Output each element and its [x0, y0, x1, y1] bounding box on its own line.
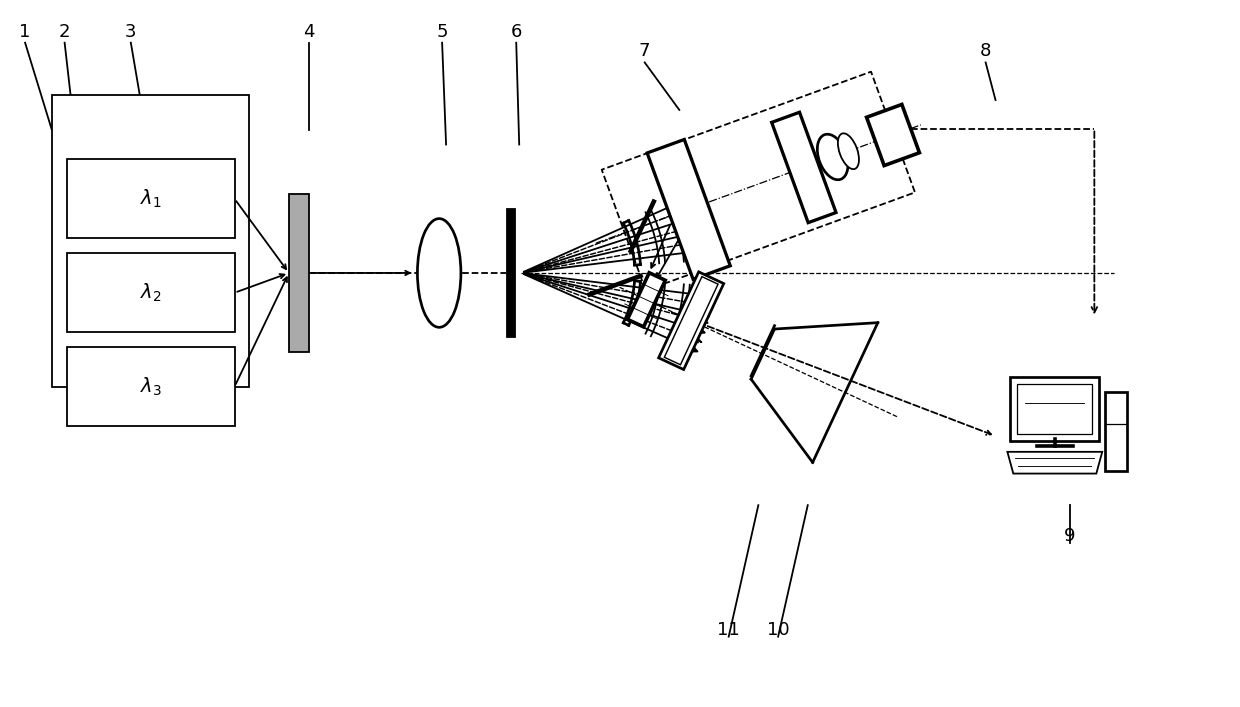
- Polygon shape: [647, 139, 730, 279]
- Polygon shape: [658, 272, 724, 370]
- Polygon shape: [662, 147, 715, 271]
- Bar: [289, 194, 309, 352]
- Text: 1: 1: [20, 23, 31, 41]
- Bar: [1017, 384, 1092, 434]
- Text: $\lambda_1$: $\lambda_1$: [140, 187, 161, 210]
- Text: $\lambda_2$: $\lambda_2$: [140, 281, 161, 304]
- Polygon shape: [627, 273, 666, 327]
- Polygon shape: [676, 142, 729, 267]
- Bar: [52, 95, 249, 387]
- Ellipse shape: [838, 134, 859, 169]
- Text: 9: 9: [1064, 527, 1075, 544]
- Polygon shape: [665, 276, 718, 365]
- Polygon shape: [649, 153, 702, 276]
- Text: 5: 5: [436, 23, 448, 41]
- Polygon shape: [771, 112, 836, 223]
- Polygon shape: [774, 121, 817, 221]
- Text: 7: 7: [639, 42, 651, 61]
- Bar: [67, 253, 234, 332]
- Ellipse shape: [817, 134, 848, 180]
- Bar: [1105, 392, 1127, 471]
- Polygon shape: [1007, 452, 1102, 474]
- Text: 10: 10: [766, 621, 790, 638]
- Text: 8: 8: [980, 42, 991, 61]
- Text: $\lambda_3$: $\lambda_3$: [140, 375, 161, 398]
- Bar: [507, 209, 516, 337]
- Bar: [67, 347, 234, 426]
- Ellipse shape: [418, 218, 461, 327]
- Polygon shape: [790, 115, 835, 214]
- Text: 11: 11: [717, 621, 740, 638]
- Polygon shape: [867, 105, 919, 165]
- Bar: [67, 159, 234, 238]
- Bar: [1011, 377, 1100, 441]
- Text: 6: 6: [511, 23, 522, 41]
- Text: 3: 3: [125, 23, 136, 41]
- Text: 4: 4: [303, 23, 315, 41]
- Text: 2: 2: [58, 23, 71, 41]
